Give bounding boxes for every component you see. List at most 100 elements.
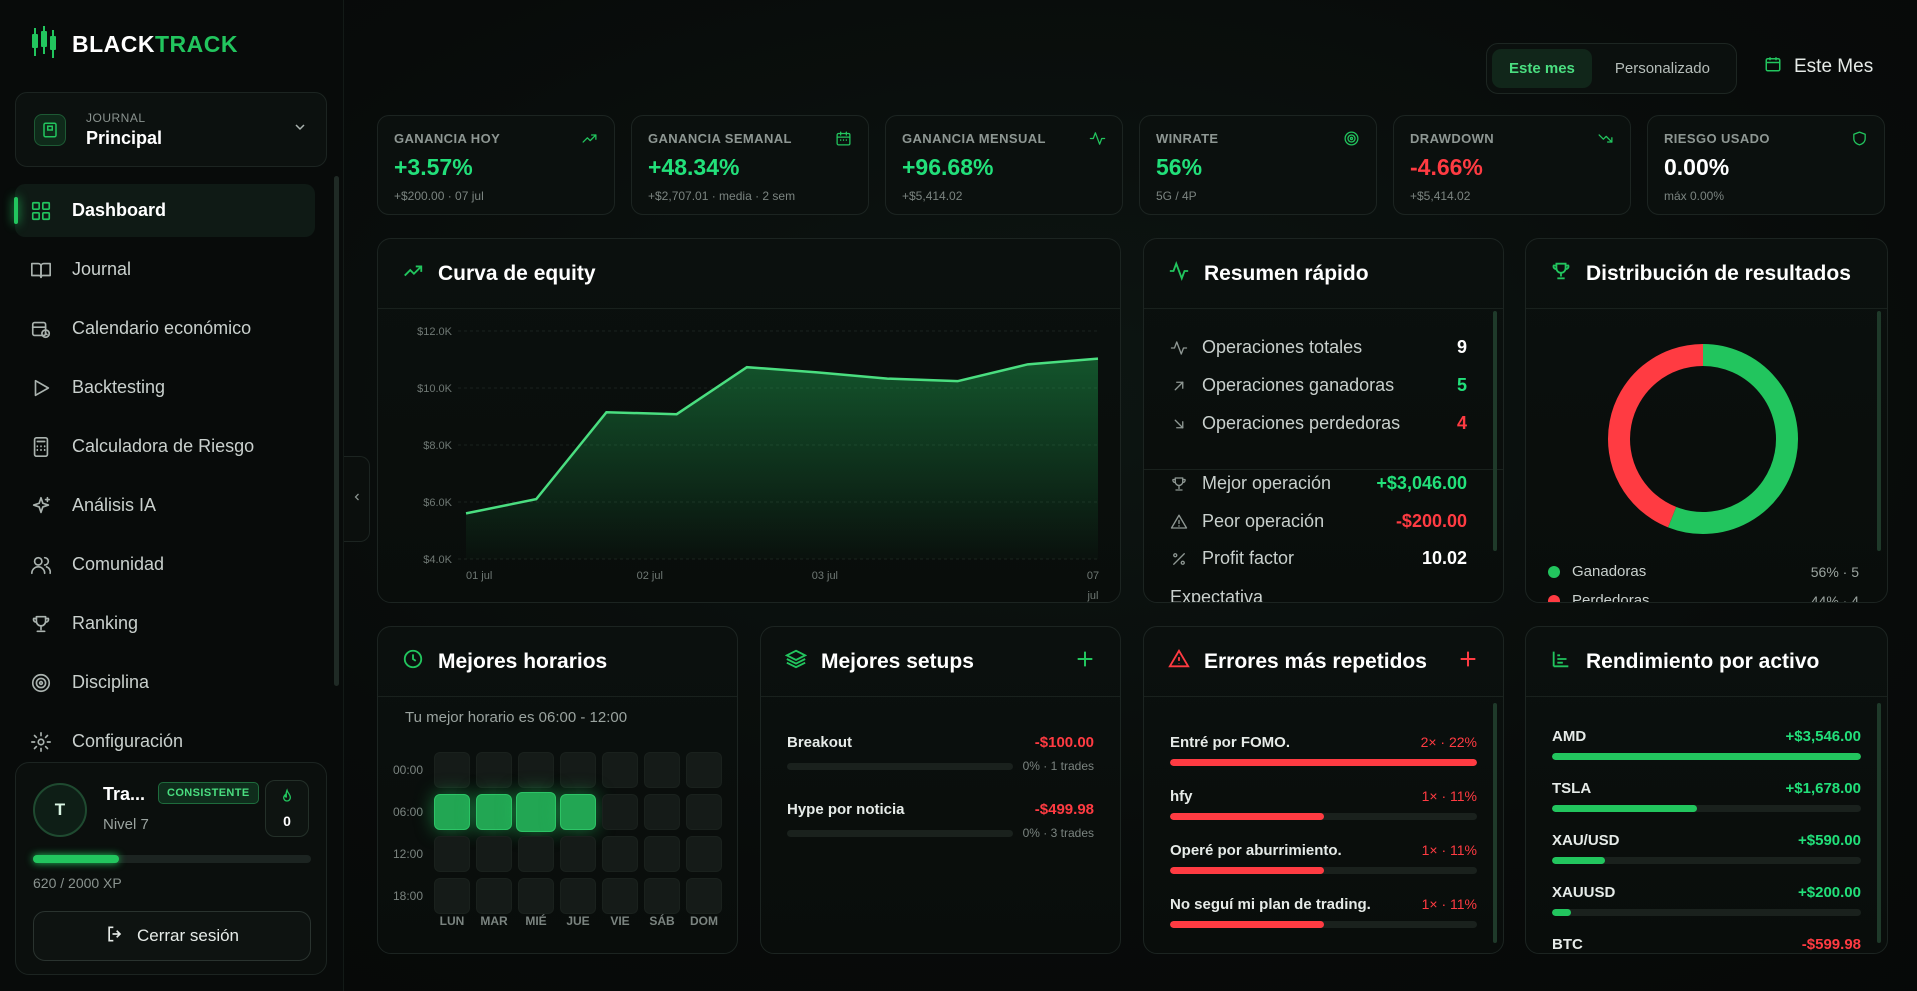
sidebar-item-calculadora-de-riesgo[interactable]: Calculadora de Riesgo — [15, 420, 315, 473]
distribution-scrollbar[interactable] — [1877, 311, 1881, 551]
assets-scrollbar[interactable] — [1877, 703, 1881, 943]
sidebar-item-análisis-ia[interactable]: Análisis IA — [15, 479, 315, 532]
heatmap-cell[interactable] — [434, 878, 470, 914]
heatmap-cell[interactable] — [602, 794, 638, 830]
setup-row[interactable]: Hype por noticia -$499.98 0% · 3 trades — [787, 801, 1094, 840]
status-badge: CONSISTENTE — [158, 782, 259, 804]
heatmap-cell[interactable] — [434, 836, 470, 872]
donut-slice-ganadoras[interactable] — [1668, 344, 1798, 534]
summary-label: Operaciones perdedoras — [1202, 413, 1401, 433]
chevron-down-icon — [292, 119, 308, 140]
panel-title: Rendimiento por activo — [1586, 649, 1820, 673]
error-row[interactable]: hfy 1× · 11% — [1170, 788, 1477, 820]
summary-label: Profit factor — [1202, 548, 1295, 568]
sidebar-scrollbar[interactable] — [334, 176, 339, 686]
heatmap-cell[interactable] — [518, 752, 554, 788]
journal-value: Principal — [86, 127, 163, 148]
add-setup-button[interactable] — [1074, 648, 1096, 675]
sidebar-item-comunidad[interactable]: Comunidad — [15, 538, 315, 591]
heatmap-day-label: SÁB — [649, 914, 675, 928]
logout-button[interactable]: Cerrar sesión — [33, 911, 311, 961]
sidebar-item-label: Configuración — [72, 731, 184, 751]
x-tick-label: 07 jul — [1086, 570, 1099, 602]
error-row[interactable]: Operé por aburrimiento. 1× · 11% — [1170, 842, 1477, 874]
journal-selector[interactable]: JOURNAL Principal — [15, 92, 327, 167]
heatmap-cell[interactable] — [560, 878, 596, 914]
brand-logo[interactable]: BLACKTRACK — [30, 24, 238, 65]
donut-slice-perdedoras[interactable] — [1608, 344, 1704, 528]
heatmap-cell[interactable] — [644, 794, 680, 830]
heatmap-cell[interactable] — [560, 836, 596, 872]
heatmap-cell[interactable] — [518, 836, 554, 872]
arrow-down-right-icon — [1170, 415, 1202, 433]
error-row[interactable]: Entré por FOMO. 2× · 22% — [1170, 734, 1477, 766]
setup-row[interactable]: Breakout -$100.00 0% · 1 trades — [787, 734, 1094, 773]
summary-value: 10.02 — [1421, 548, 1467, 568]
summary-row: Operaciones ganadoras 5 — [1170, 375, 1467, 396]
heatmap-cell[interactable] — [644, 878, 680, 914]
heatmap-cell[interactable] — [686, 836, 722, 872]
error-frequency-bar — [1170, 921, 1477, 928]
period-option-this-month[interactable]: Este mes — [1492, 49, 1592, 88]
heatmap-cell[interactable] — [644, 836, 680, 872]
x-tick-label: 03 jul — [812, 570, 838, 582]
kpi-sub: +$2,707.01 · media · 2 sem — [648, 189, 796, 203]
asset-value: +$3,546.00 — [1785, 728, 1862, 745]
heatmap-cell[interactable] — [516, 792, 556, 832]
heatmap-cell[interactable] — [602, 836, 638, 872]
calculator-icon — [30, 436, 52, 458]
heatmap-cell[interactable] — [476, 752, 512, 788]
heatmap-cell[interactable] — [560, 794, 596, 830]
sidebar-item-backtesting[interactable]: Backtesting — [15, 361, 315, 414]
error-row[interactable]: No seguí mi plan de trading. 1× · 11% — [1170, 896, 1477, 928]
heatmap-row-label: 12:00 — [393, 847, 424, 861]
equity-chart[interactable]: $12.0K $10.0K $8.0K $6.0K $4.0K 01 jul 02 jul 0… — [378, 309, 1121, 603]
sidebar-item-ranking[interactable]: Ranking — [15, 597, 315, 650]
kpi-card-ganancia-semanal: GANANCIA SEMANAL +48.34% +$2,707.01 · me… — [631, 115, 869, 215]
period-option-custom[interactable]: Personalizado — [1614, 60, 1710, 77]
summary-scrollbar[interactable] — [1493, 311, 1497, 551]
asset-row[interactable]: TSLA +$1,678.00 — [1552, 780, 1861, 812]
heatmap-cell[interactable] — [602, 752, 638, 788]
streak-counter[interactable]: 0 — [265, 780, 309, 837]
sidebar-item-calendario-económico[interactable]: Calendario económico — [15, 302, 315, 355]
y-tick-label: $6.0K — [423, 497, 452, 509]
heatmap-cell[interactable] — [686, 878, 722, 914]
avatar[interactable]: T — [33, 783, 87, 837]
target-icon — [30, 672, 52, 694]
heatmap-cell[interactable] — [476, 836, 512, 872]
heatmap-cell[interactable] — [518, 878, 554, 914]
setup-name: Hype por noticia — [787, 801, 905, 818]
heatmap-cell[interactable] — [434, 794, 470, 830]
heatmap-cell[interactable] — [602, 878, 638, 914]
kpi-value: +96.68% — [902, 154, 994, 180]
kpi-value: +3.57% — [394, 154, 473, 180]
asset-row[interactable]: XAU/USD +$590.00 — [1552, 832, 1861, 864]
asset-row[interactable]: AMD +$3,546.00 — [1552, 728, 1861, 760]
asset-name: XAU/USD — [1552, 832, 1620, 849]
heatmap-cell[interactable] — [686, 794, 722, 830]
heatmap-cell[interactable] — [476, 794, 512, 830]
sidebar-item-disciplina[interactable]: Disciplina — [15, 656, 315, 709]
kpi-card-riesgo-usado: RIESGO USADO 0.00% máx 0.00% — [1647, 115, 1885, 215]
sidebar-item-journal[interactable]: Journal — [15, 243, 315, 296]
heatmap-cell[interactable] — [476, 878, 512, 914]
sidebar-item-configuración[interactable]: Configuración — [15, 715, 315, 768]
collapse-sidebar-button[interactable] — [344, 456, 370, 542]
x-tick-label: 01 jul — [466, 570, 492, 582]
heatmap-cell[interactable] — [434, 752, 470, 788]
panel-title: Curva de equity — [438, 261, 596, 285]
kpi-sub: máx 0.00% — [1664, 189, 1725, 203]
y-tick-label: $8.0K — [423, 440, 452, 452]
sidebar-item-dashboard[interactable]: Dashboard — [14, 184, 315, 237]
distribution-donut-chart[interactable] — [1526, 309, 1888, 559]
asset-row[interactable]: XAUUSD +$200.00 — [1552, 884, 1861, 916]
date-range-button[interactable]: Este Mes — [1764, 55, 1873, 79]
heatmap-cell[interactable] — [560, 752, 596, 788]
add-error-button[interactable] — [1457, 648, 1479, 675]
errors-scrollbar[interactable] — [1493, 703, 1497, 943]
heatmap-cell[interactable] — [686, 752, 722, 788]
asset-row[interactable]: BTC -$599.98 — [1552, 936, 1861, 953]
error-value: 1× · 11% — [1421, 788, 1477, 804]
heatmap-cell[interactable] — [644, 752, 680, 788]
